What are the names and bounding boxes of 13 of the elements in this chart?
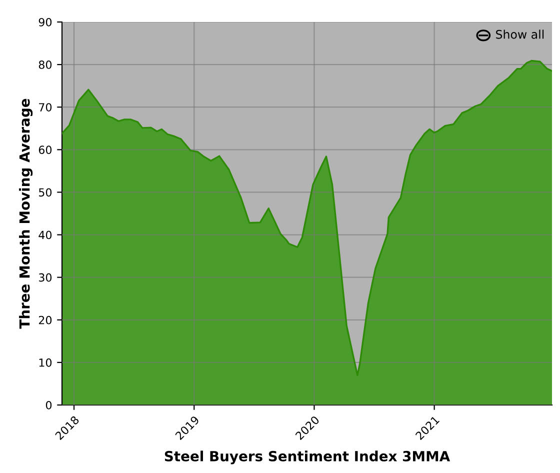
x-axis-title: Steel Buyers Sentiment Index 3MMA	[164, 450, 450, 464]
y-tick-label: 80	[38, 60, 52, 69]
y-tick-label: 60	[38, 146, 52, 154]
y-tick-label: 70	[39, 103, 52, 112]
y-tick-label: 40	[38, 230, 52, 240]
annotation: Show all	[496, 30, 544, 39]
y-tick-label: 10	[39, 358, 52, 367]
y-tick-label: 90	[38, 18, 52, 26]
y-tick-label: 30	[38, 273, 52, 282]
y-tick-label: 50	[38, 188, 52, 197]
y-tick-label: 0	[46, 400, 52, 410]
y-axis-title: Three Month Moving Average	[19, 98, 33, 329]
y-tick-label: 20	[38, 316, 52, 324]
